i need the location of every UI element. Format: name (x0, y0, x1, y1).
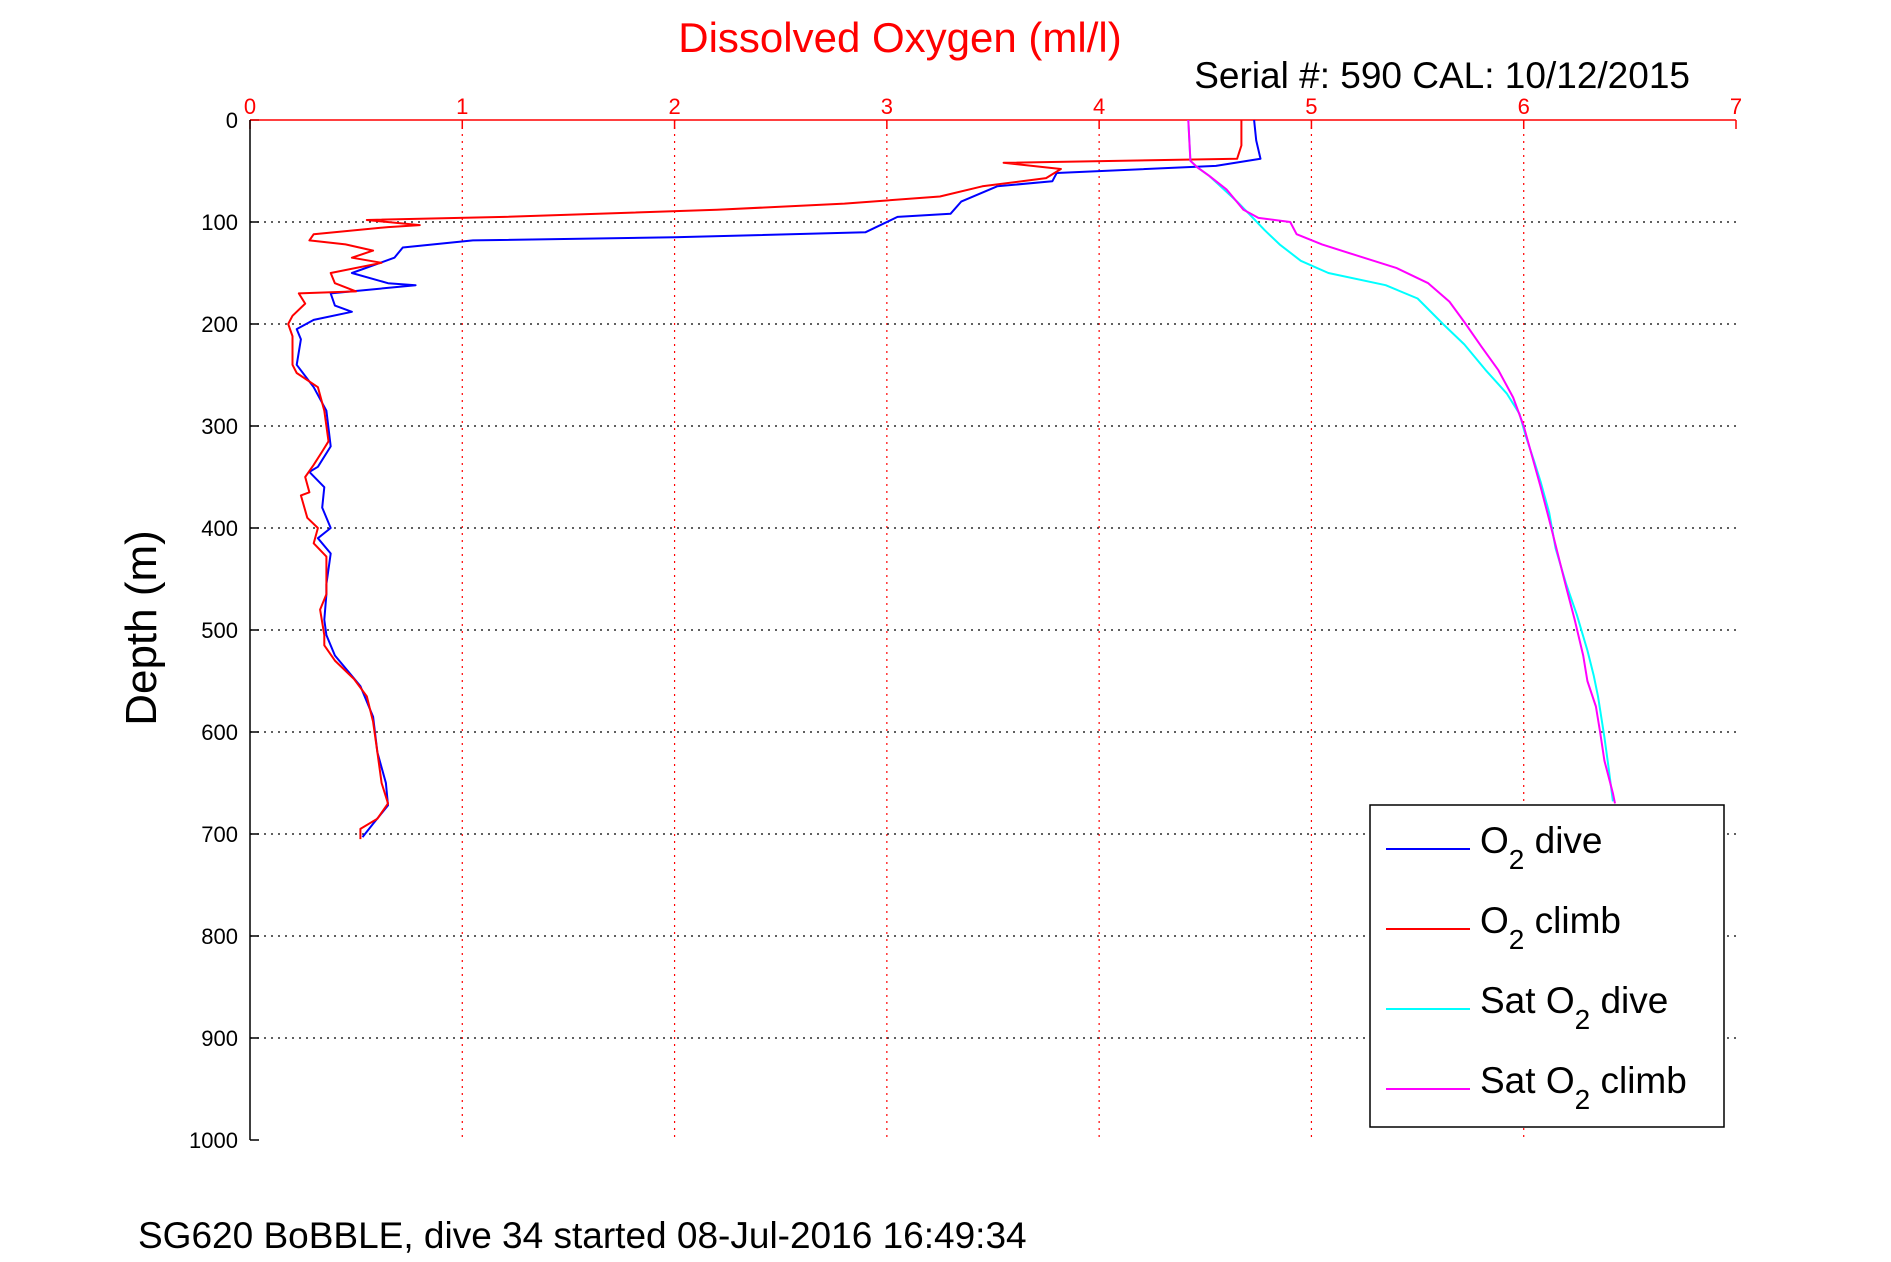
plot-series (287, 119, 1616, 840)
legend-label-subscript: 2 (1575, 1004, 1591, 1035)
y-tick-label: 300 (201, 414, 238, 439)
y-tick-label: 200 (201, 312, 238, 337)
chart-subtitle: Serial #: 590 CAL: 10/12/2015 (1194, 55, 1690, 96)
legend-label-subscript: 2 (1575, 1084, 1591, 1115)
legend-label-rest: climb (1590, 1060, 1687, 1101)
legend-label-rest: dive (1524, 820, 1602, 861)
legend-label-main: O (1480, 900, 1509, 941)
legend-label-2: Sat O2 dive (1480, 980, 1668, 1035)
y-tick-label: 700 (201, 822, 238, 847)
x-tick-label: 5 (1305, 94, 1317, 119)
y-tick-label: 900 (201, 1026, 238, 1051)
y-tick-label: 600 (201, 720, 238, 745)
x-tick-label: 0 (244, 94, 256, 119)
legend-label-subscript: 2 (1509, 844, 1525, 875)
x-tick-label: 7 (1730, 94, 1742, 119)
footer-caption: SG620 BoBBLE, dive 34 started 08-Jul-201… (138, 1215, 1027, 1256)
legend-label-rest: climb (1524, 900, 1621, 941)
y-axis-label: Depth (m) (117, 530, 166, 726)
legend-label-0: O2 dive (1480, 820, 1603, 875)
legend-label-main: Sat O (1480, 980, 1575, 1021)
y-tick-label: 100 (201, 210, 238, 235)
x-tick-labels: 0 1 2 3 4 5 6 7 (244, 94, 1742, 119)
chart-title: Dissolved Oxygen (ml/l) (678, 14, 1121, 61)
y-tick-label: 400 (201, 516, 238, 541)
x-tick-label: 4 (1093, 94, 1105, 119)
series-line-1 (287, 120, 1243, 840)
series-line-3 (1187, 119, 1616, 804)
x-tick-label: 6 (1518, 94, 1530, 119)
x-tick-label: 3 (881, 94, 893, 119)
y-tick-labels: 0 100 200 300 400 500 600 700 800 900 1000 (189, 108, 238, 1153)
y-tick-label: 1000 (189, 1128, 238, 1153)
series-line-2 (1187, 119, 1614, 802)
x-tick-label: 2 (668, 94, 680, 119)
axes (249, 119, 1737, 1141)
legend-label-1: O2 climb (1480, 900, 1621, 955)
legend-box (1369, 804, 1725, 1128)
y-tick-label: 500 (201, 618, 238, 643)
legend-label-main: Sat O (1480, 1060, 1575, 1101)
series-line-0 (295, 119, 1262, 838)
legend-label-subscript: 2 (1509, 924, 1525, 955)
x-tick-label: 1 (456, 94, 468, 119)
legend-label-main: O (1480, 820, 1509, 861)
y-tick-label: 0 (226, 108, 238, 133)
legend-label-3: Sat O2 climb (1480, 1060, 1687, 1115)
legend-label-rest: dive (1590, 980, 1668, 1021)
grid (250, 120, 1736, 1140)
y-tick-label: 800 (201, 924, 238, 949)
